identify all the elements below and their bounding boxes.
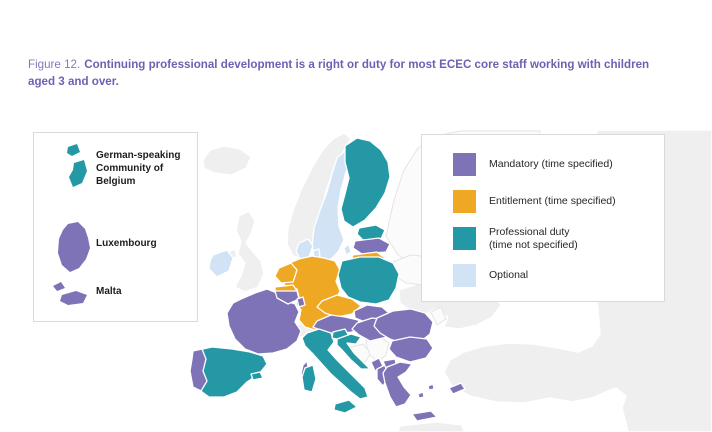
belgium-german-community-shape xyxy=(67,144,87,187)
country-greece xyxy=(382,361,413,408)
country-sardinia xyxy=(301,364,317,393)
country-latvia xyxy=(352,237,391,255)
legend-label-professional-duty: Professional duty (time not specified) xyxy=(489,226,578,251)
legend-swatch-professional-duty xyxy=(453,227,476,250)
country-moldova xyxy=(430,306,447,326)
country-luxembourg xyxy=(296,296,306,308)
legend-swatch-mandatory xyxy=(453,153,476,176)
country-greek-island-1 xyxy=(417,391,425,399)
legend-swatch-optional xyxy=(453,264,476,287)
country-spain xyxy=(193,346,268,398)
country-balearic-islands xyxy=(250,371,264,381)
country-poland xyxy=(337,256,400,305)
country-croatia xyxy=(336,333,371,370)
country-gotland xyxy=(343,243,352,256)
country-romania xyxy=(373,308,434,345)
legend-label-optional: Optional xyxy=(489,269,529,281)
inset-legend-box: German-speaking Community of Belgium Lux… xyxy=(33,132,198,322)
inset-label-malta: Malta xyxy=(96,286,122,297)
country-north-africa xyxy=(397,421,465,432)
country-finland xyxy=(340,137,391,228)
country-portugal xyxy=(189,348,208,392)
malta-shape xyxy=(53,282,87,305)
inset-label-luxembourg: Luxembourg xyxy=(96,238,157,249)
country-czechia xyxy=(316,294,362,318)
legend-box: Mandatory (time specified) Entitlement (… xyxy=(421,134,665,302)
inset-label-belgium-german: German-speaking Community of Belgium xyxy=(96,150,181,187)
legend-swatch-entitlement xyxy=(453,190,476,213)
luxembourg-shape xyxy=(58,222,90,272)
figure-number: Figure 12. xyxy=(28,58,81,71)
figure-caption: Figure 12. Continuing professional develo… xyxy=(28,56,676,90)
country-estonia xyxy=(356,224,386,241)
country-greek-island-2 xyxy=(427,383,435,391)
country-iceland xyxy=(202,145,252,176)
country-italy xyxy=(301,328,369,400)
country-sicily xyxy=(333,399,358,414)
country-belgium-french xyxy=(274,290,300,305)
country-ireland xyxy=(208,249,234,278)
country-united-kingdom xyxy=(234,210,265,293)
country-bulgaria xyxy=(388,336,434,363)
country-cyprus xyxy=(448,382,466,395)
legend-label-entitlement: Entitlement (time specified) xyxy=(489,195,616,207)
figure-title: Continuing professional development is a… xyxy=(28,58,650,88)
country-netherlands xyxy=(274,262,298,284)
country-crete xyxy=(411,410,438,422)
legend-label-mandatory: Mandatory (time specified) xyxy=(489,158,613,170)
